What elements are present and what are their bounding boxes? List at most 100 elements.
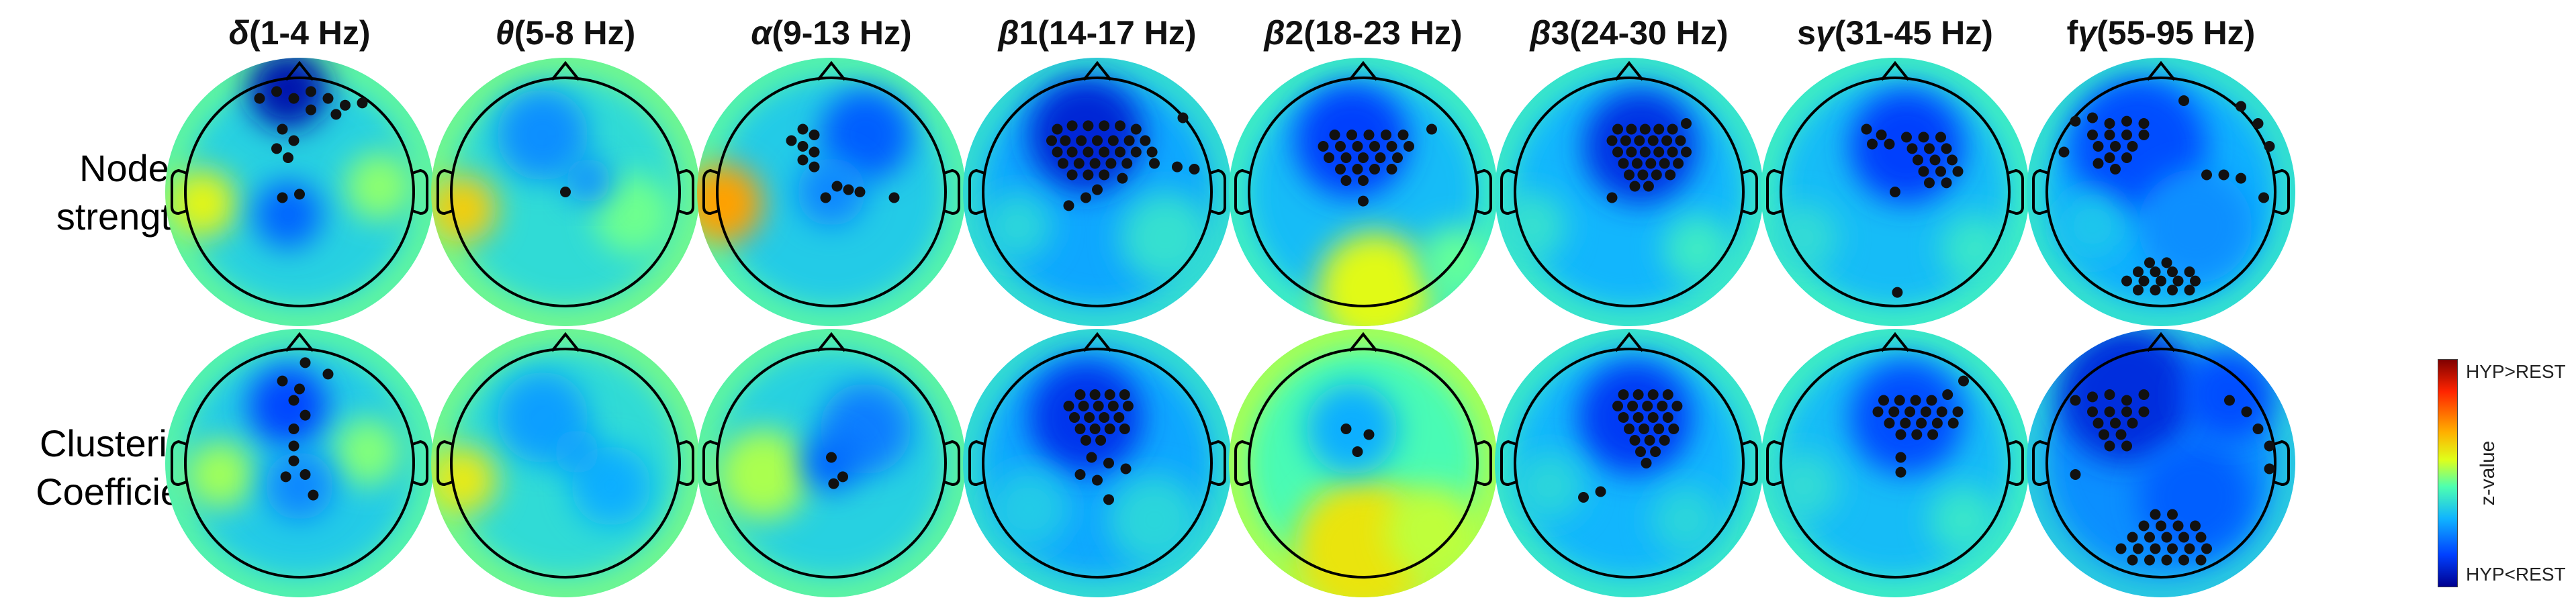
electrode-marker [2150,509,2161,520]
right-ear [2007,440,2024,487]
electrode-marker [1637,169,1649,181]
left-ear [702,440,719,487]
electrode-marker [1894,395,1905,406]
electrode-marker [2087,391,2098,403]
left-ear [968,440,985,487]
right-ear [2007,168,2024,215]
electrode-marker [1092,184,1103,195]
electrode-marker [826,452,837,463]
electrode-marker [1115,120,1125,132]
electrode-marker [2201,169,2212,181]
electrode-marker [1103,494,1114,505]
electrode-marker [1121,158,1133,169]
electrode-marker [1931,417,1943,429]
electrode-marker [1120,463,1132,475]
electrode-marker [1645,158,1657,169]
right-ear [944,440,960,487]
electrode-marker [2195,554,2207,566]
topo-field [1761,329,2029,597]
electrode-marker [2156,520,2166,532]
nose [1880,60,1910,81]
topo-field [1761,58,2029,326]
topoplot [165,58,434,326]
electrode-marker [2264,440,2275,452]
electrode-marker [1681,118,1692,129]
electrode-marker [1375,152,1386,163]
electrode-marker [2264,141,2275,152]
head-outline [450,77,681,307]
electrode-marker [1080,192,1091,203]
left-ear [436,168,453,215]
topoplot-svg [165,58,434,326]
topo-blob [2184,349,2275,440]
electrode-marker [280,471,291,483]
col-title-0: δ(1-4 Hz) [158,9,441,56]
topoplot [697,58,966,326]
electrode-marker [340,99,351,111]
electrode-marker [1149,158,1160,169]
topo-blob [1769,203,1838,272]
band-greek: β [1264,14,1285,52]
electrode-marker [2201,543,2212,554]
nose [1083,60,1112,81]
head-outline [1514,348,1745,579]
electrode-marker [2133,543,2144,554]
electrode-marker [1404,141,1414,152]
electrode-marker [1659,158,1670,169]
head-outline [2045,348,2276,579]
head-outline [184,77,415,307]
electrode-marker [1107,401,1119,411]
electrode-marker [1074,423,1086,434]
electrode-marker [1099,412,1110,423]
electrode-marker [271,143,282,154]
topoplot-svg [431,329,700,597]
electrode-marker [1052,146,1063,158]
electrode-marker [1926,395,1937,406]
electrode-marker [2115,543,2127,554]
topo-blob [345,152,414,221]
left-ear [1500,168,1517,215]
topo-blob [248,58,328,130]
electrode-marker [1644,435,1655,446]
topo-field [1495,329,1763,597]
topo-blob [717,429,809,520]
electrode-marker [1113,412,1125,423]
electrode-marker [1667,123,1678,135]
electrode-marker [1659,435,1670,446]
electrode-marker [2070,115,2081,127]
electrode-marker [1920,406,1931,417]
topo-blob [1318,232,1432,326]
electrode-marker [2070,395,2081,406]
electrode-marker [1612,123,1623,135]
electrode-marker [1392,152,1403,163]
band-range: (1-4 Hz) [248,14,371,52]
electrode-marker [1626,146,1637,158]
electrode-marker [2172,275,2184,287]
electrode-marker [1092,135,1103,146]
topo-blob [265,452,334,520]
topo-blob [248,366,328,446]
electrode-marker [1066,120,1078,132]
topo-blob [1295,83,1409,198]
electrode-marker [2252,118,2264,129]
topo-blob [565,158,611,203]
electrode-marker [1426,123,1437,135]
electrode-marker [1952,406,1964,417]
head-outline [716,348,947,579]
electrode-marker [2121,406,2132,417]
left-ear [1234,440,1251,487]
topoplot-svg [1229,58,1498,326]
electrode-marker [2121,275,2132,287]
electrode-marker [1911,429,1923,440]
electrode-marker [1063,401,1074,411]
electrode-marker [277,375,288,387]
topoplot [431,58,700,326]
electrode-marker [1647,389,1659,400]
electrode-marker [1888,406,1900,417]
topoplot-svg [1495,58,1763,326]
topo-field [431,329,700,597]
topo-blob [1652,486,1720,554]
topo-blob [168,169,237,238]
nose [2146,332,2176,352]
